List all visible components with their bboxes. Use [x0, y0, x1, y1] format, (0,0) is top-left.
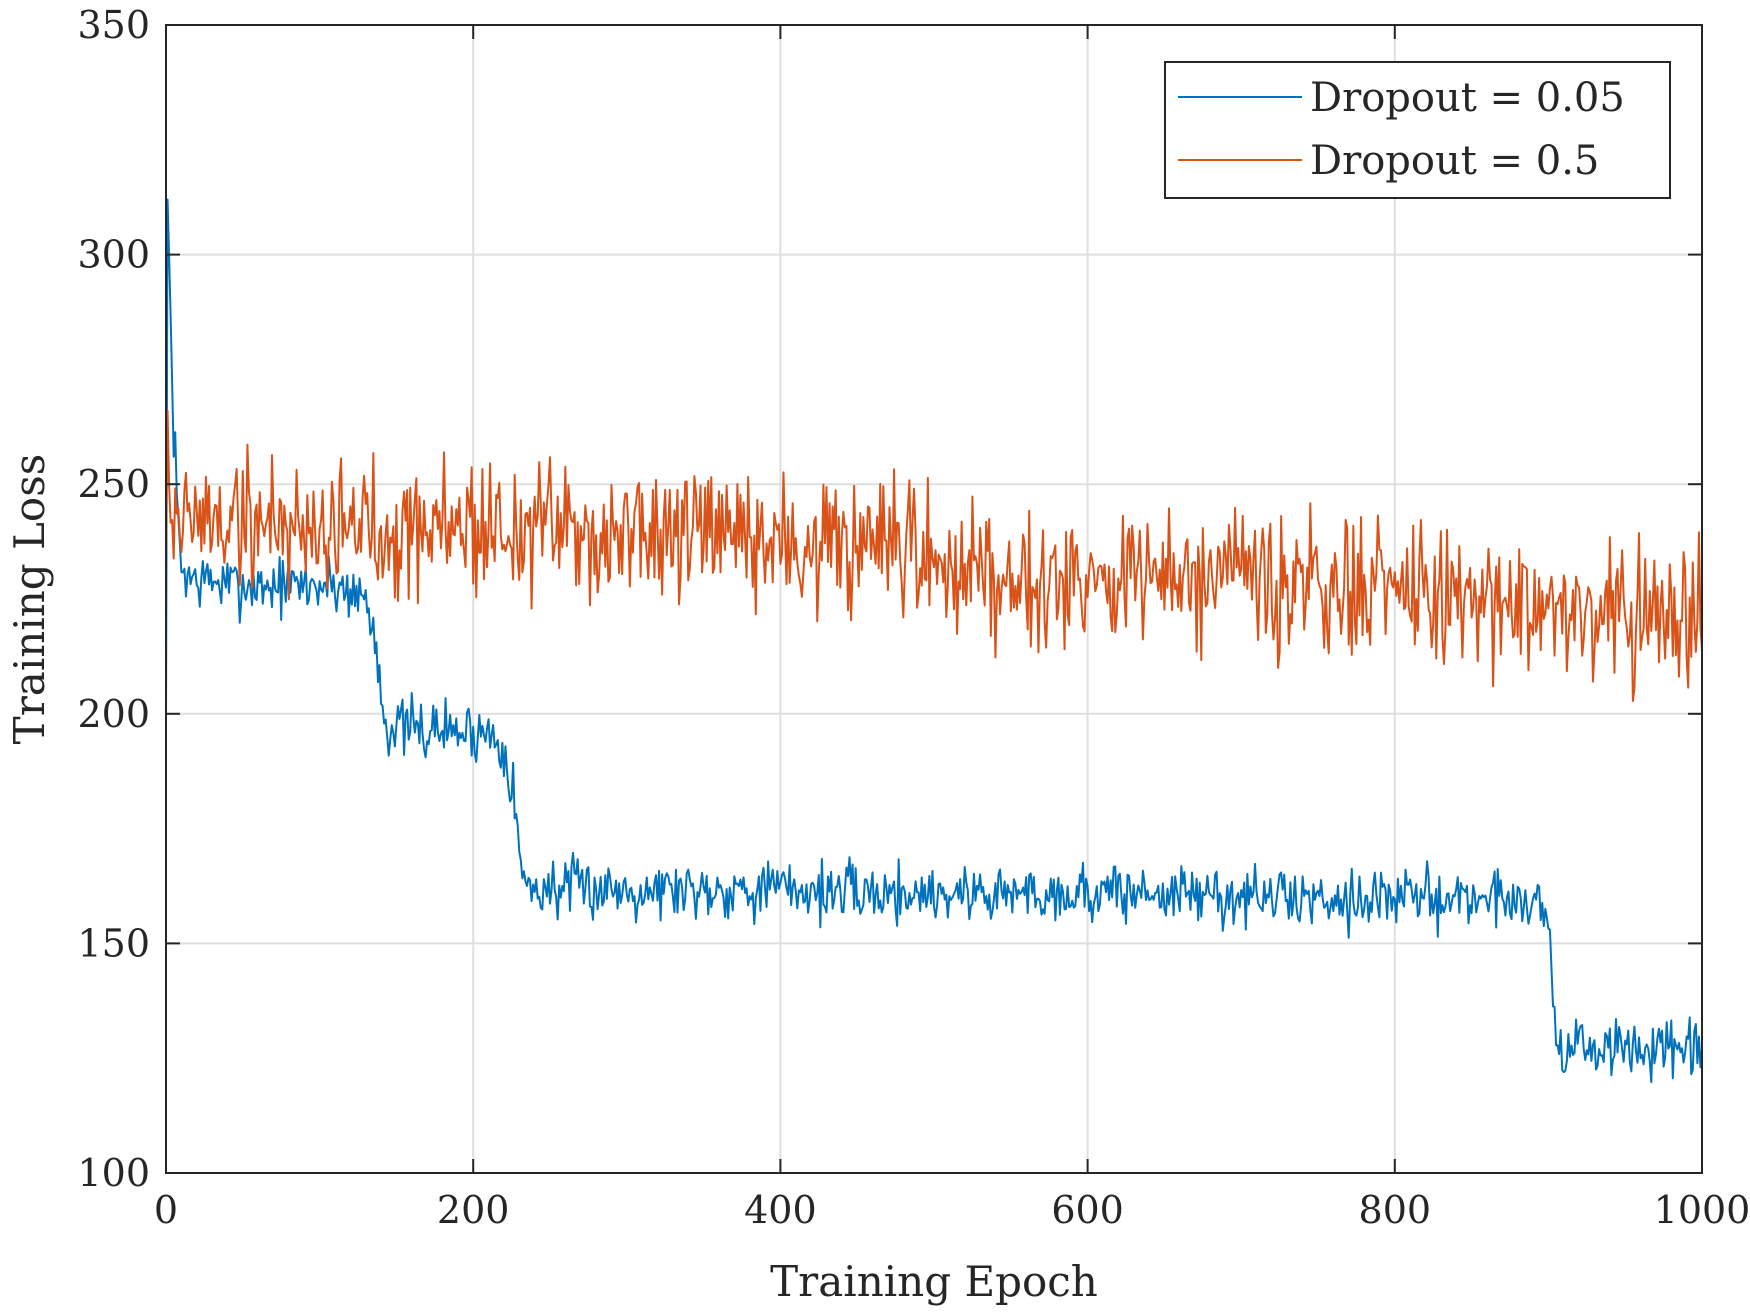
- y-tick-label: 150: [77, 921, 150, 965]
- y-tick-label: 100: [77, 1151, 150, 1195]
- y-axis-label: Training Loss: [5, 454, 54, 745]
- y-tick-labels: 100 150 200 250 300 350: [77, 3, 150, 1195]
- legend: Dropout = 0.05 Dropout = 0.5: [1164, 61, 1671, 199]
- series-lines: [165, 198, 1703, 1084]
- series-line-0: [165, 198, 1703, 1084]
- x-tick-labels: 0 200 400 600 800 1000: [154, 1188, 1750, 1232]
- x-tick-label: 800: [1359, 1188, 1432, 1232]
- x-tick-label: 1000: [1654, 1188, 1750, 1232]
- x-tick-label: 0: [154, 1188, 178, 1232]
- y-tick-label: 350: [77, 3, 150, 47]
- tick-marks: [165, 24, 1703, 1174]
- y-tick-label: 200: [77, 692, 150, 736]
- legend-label-dropout-05: Dropout = 0.5: [1310, 138, 1599, 184]
- x-tick-label: 600: [1051, 1188, 1124, 1232]
- y-tick-label: 300: [77, 233, 150, 277]
- y-tick-label: 250: [77, 462, 150, 506]
- legend-box: [1164, 61, 1671, 199]
- plot-frame: [165, 24, 1703, 1174]
- legend-label-dropout-005: Dropout = 0.05: [1310, 75, 1625, 121]
- x-tick-label: 400: [744, 1188, 817, 1232]
- x-axis-label: Training Epoch: [770, 1257, 1098, 1306]
- series-line-1: [165, 409, 1703, 703]
- x-tick-label: 200: [437, 1188, 510, 1232]
